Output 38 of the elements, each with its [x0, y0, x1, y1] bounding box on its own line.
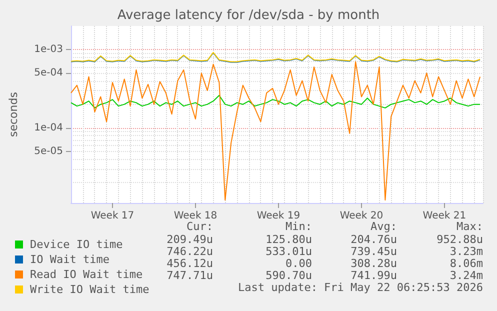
y-axis-title: seconds	[7, 92, 20, 137]
x-tick-label: Week 21	[422, 210, 466, 222]
text: 204.76u	[350, 233, 397, 246]
y-tick-label: 5e-05	[34, 146, 63, 157]
x-tick-label: Week 20	[340, 210, 384, 222]
text: 741.99u	[350, 269, 397, 282]
y-tick-label: 1e-03	[34, 44, 63, 56]
chart-title: Average latency for /dev/sda - by month	[117, 8, 380, 23]
y-tick-label: 1e-04	[34, 122, 63, 134]
text: Max:	[456, 220, 484, 233]
legend-label: Write IO Wait time	[30, 283, 150, 296]
text: 952.88u	[436, 233, 483, 246]
legend-label: IO Wait time	[30, 253, 110, 266]
text: 209.49u	[166, 233, 213, 246]
text: 3.24m	[450, 269, 484, 282]
text: 0.00	[286, 257, 312, 270]
text: 3.23m	[450, 245, 484, 258]
line-series	[70, 61, 481, 201]
x-tick-label: Week 17	[90, 210, 134, 222]
text: 456.12u	[166, 257, 213, 270]
legend-label: Read IO Wait time	[30, 268, 143, 281]
text: 739.45u	[350, 245, 397, 258]
legend-label: Device IO time	[30, 238, 123, 251]
text: 747.71u	[166, 269, 213, 282]
text: 8.06m	[450, 257, 484, 270]
text: Avg:	[370, 220, 398, 233]
x-tick-label: Week 19	[256, 210, 300, 222]
text: Cur:	[186, 220, 214, 233]
line-series	[70, 94, 481, 108]
text: Min:	[286, 220, 312, 233]
y-tick-label: 5e-04	[34, 68, 63, 79]
text: 125.80u	[266, 233, 312, 246]
text: 308.28u	[350, 257, 397, 270]
text: 533.01u	[266, 245, 312, 258]
text: 590.70u	[266, 269, 312, 282]
text: Last update: Fri May 22 06:25:53 2026	[238, 281, 484, 294]
x-tick-label: Week 18	[174, 210, 218, 222]
text: 746.22u	[166, 245, 213, 258]
